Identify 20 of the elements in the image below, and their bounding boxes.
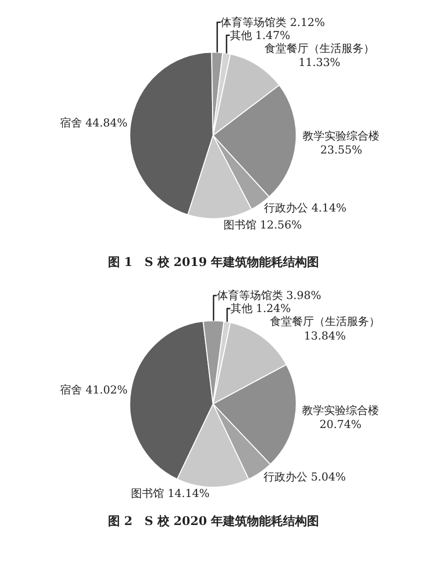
slice-label: 图书馆 14.14% xyxy=(131,487,210,500)
slice-label: 行政办公 5.04% xyxy=(263,470,346,484)
slice-label: 教学实验综合楼 xyxy=(302,404,379,417)
slice-label: 体育等场馆类 3.98% xyxy=(216,289,322,302)
slice-label: 食堂餐厅（生活服务） xyxy=(270,315,380,328)
data-label: 23.55% xyxy=(320,144,362,157)
slice-label: 其他 1.47% xyxy=(230,28,290,42)
slice-label: 行政办公 4.14% xyxy=(264,202,346,215)
text: 图 2 S 校 2020 年建筑物能耗结构图 xyxy=(108,514,320,528)
slice-label: 宿舍 41.02% xyxy=(60,384,128,397)
slice-label: 体育等场馆类 2.12% xyxy=(220,16,325,29)
slice-label: 图书馆 12.56% xyxy=(223,218,302,232)
slice-label: 教学实验综合楼 xyxy=(302,129,380,142)
slice-label: 宿舍 44.84% xyxy=(60,116,128,130)
data-label: 20.74% xyxy=(320,418,362,432)
data-label: 13.84% xyxy=(304,329,346,342)
text: 图 1 S 校 2019 年建筑物能耗结构图 xyxy=(108,255,320,269)
data-label: 11.33% xyxy=(298,56,340,70)
slice-label: 其他 1.24% xyxy=(230,302,291,316)
slice-label: 食堂餐厅（生活服务） xyxy=(264,42,374,55)
